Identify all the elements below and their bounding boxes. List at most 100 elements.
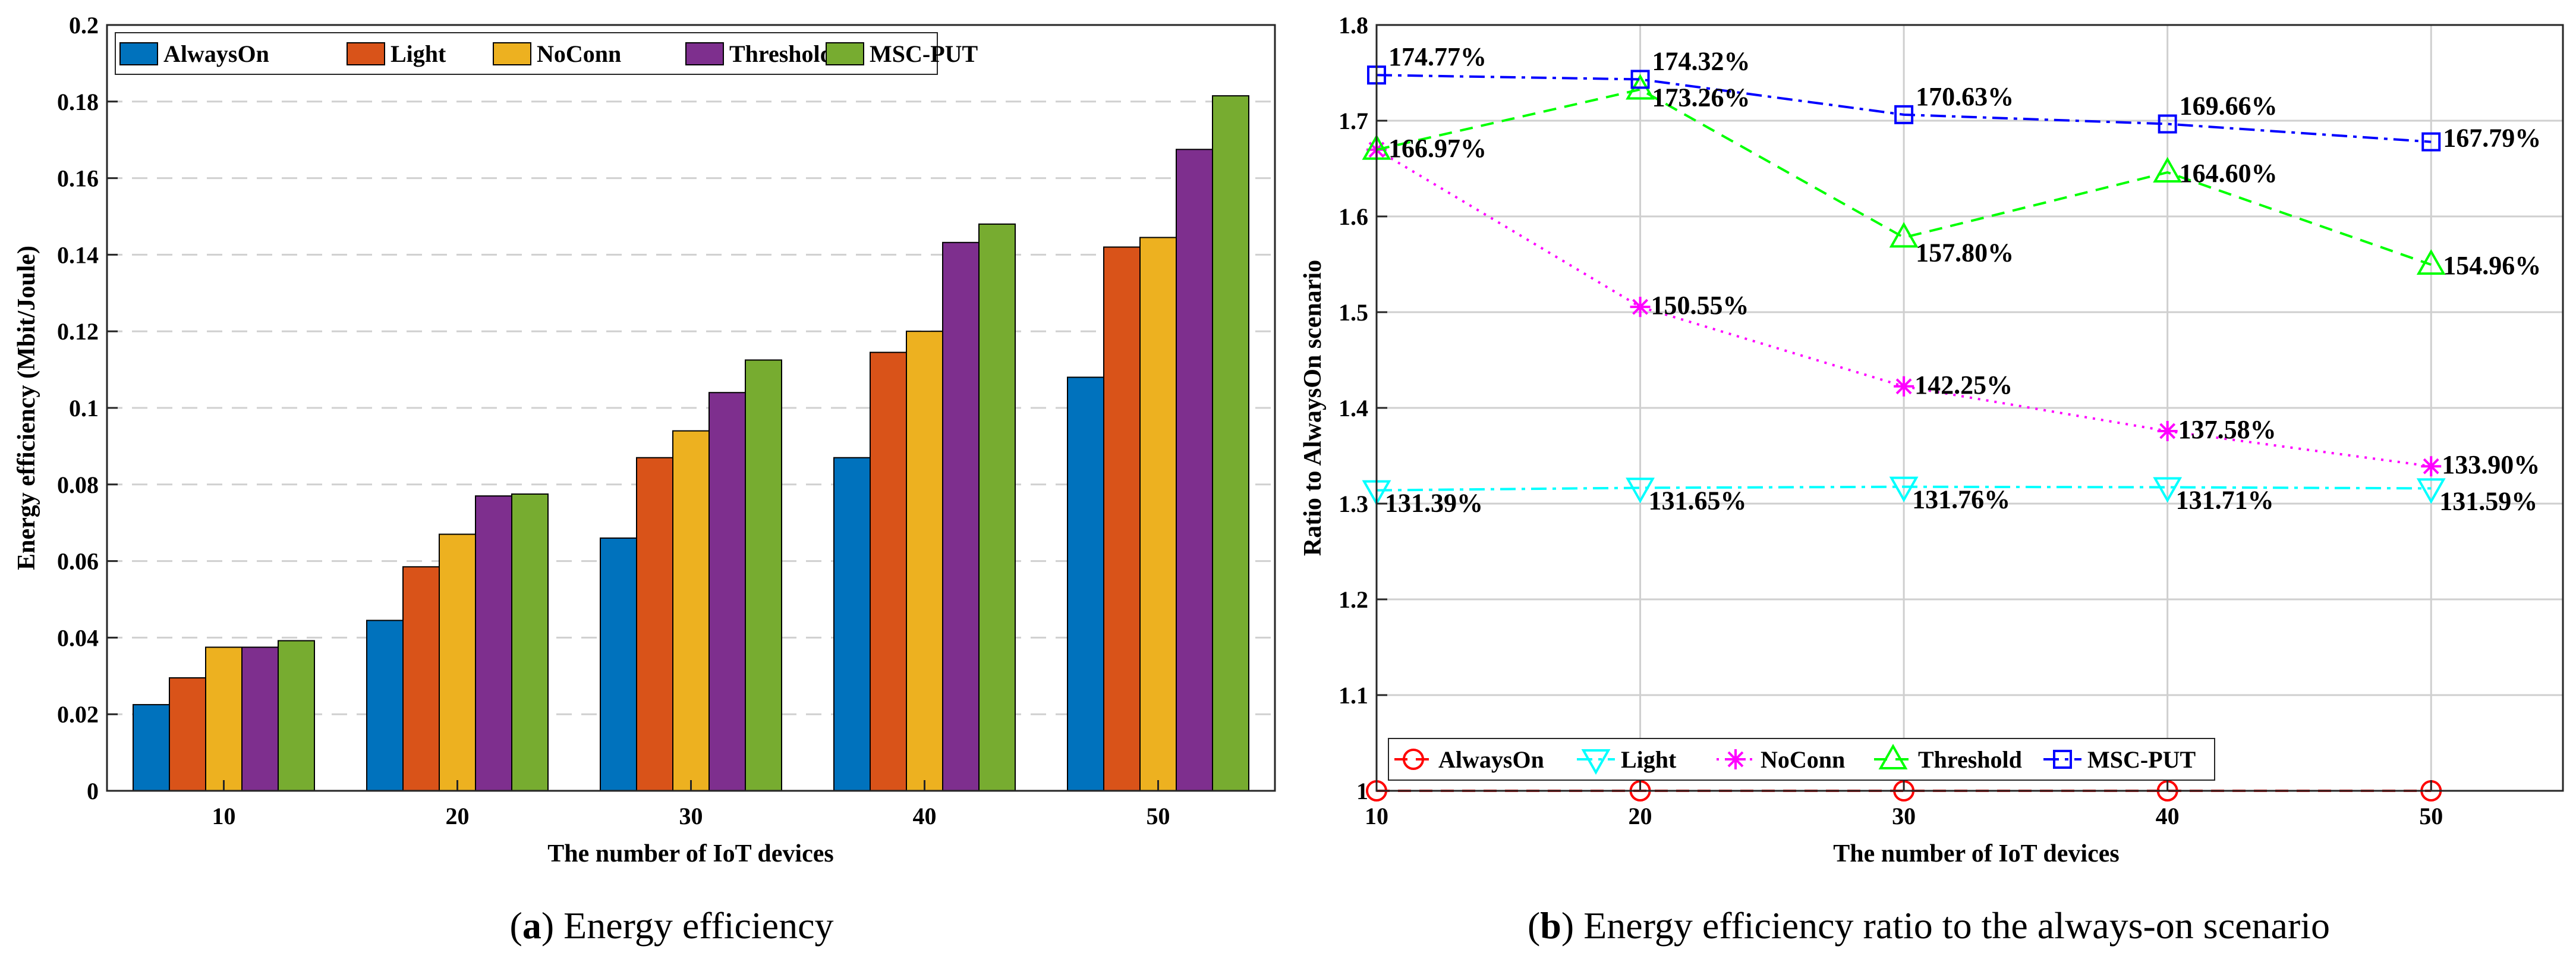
line-x-axis-label: The number of IoT devices (1833, 840, 2119, 868)
line-chart: 131.39% 131.65% 131.76% 131.71% 131.59% 166.9… (1299, 12, 2564, 868)
line-legend-marker (2053, 750, 2072, 769)
bar (366, 620, 404, 792)
asterisk-stroke (1632, 298, 1648, 315)
asterisk-stroke (1727, 751, 1744, 768)
data-label: 131.59% (2439, 486, 2537, 516)
line-legend-label: MSC-PUT (2087, 746, 2196, 773)
caption-b-letter: b (1540, 904, 1561, 947)
data-label: 137.58% (2178, 415, 2276, 444)
line-legend-marker (1403, 749, 1424, 770)
data-label: 174.77% (1388, 42, 1487, 71)
bar-legend-label: AlwaysOn (163, 40, 269, 67)
caption-b: (b) Energy efficiency ratio to the alway… (1528, 904, 2330, 947)
bar-y-axis-label: Energy efficiency (Mbit/Joule) (13, 246, 40, 570)
bar-y-tick-label: 0.18 (57, 89, 99, 115)
bar (708, 392, 746, 791)
asterisk-stroke (2423, 458, 2439, 474)
bar (475, 495, 512, 791)
bar-legend-swatch (347, 42, 385, 65)
bar-x-axis-label: The number of IoT devices (547, 840, 833, 868)
bar-x-tick-label: 10 (212, 803, 236, 829)
caption-a-text: Energy efficiency (554, 904, 833, 947)
bar (169, 677, 206, 792)
bar-x-tick-label: 20 (446, 803, 470, 829)
bar (833, 457, 871, 791)
bar (402, 566, 440, 791)
data-label: 166.97% (1388, 134, 1487, 163)
bar (1212, 95, 1249, 791)
data-label: 142.25% (1914, 370, 2013, 400)
line-y-tick-label: 1.6 (1339, 203, 1368, 230)
data-label: 174.32% (1652, 46, 1750, 76)
bar (1067, 376, 1104, 791)
line-legend-label: AlwaysOn (1438, 746, 1544, 773)
bar-y-tick-label: 0.1 (69, 395, 99, 422)
line-gridlines (1377, 25, 2563, 791)
line-legend-marker (1878, 743, 1908, 769)
bar-legend-swatch (826, 42, 864, 65)
line-y-tick-label: 1.2 (1339, 586, 1368, 613)
caption-a-letter: a (522, 904, 541, 947)
bar-legend-label: NoConn (537, 40, 621, 67)
line-y-axis-label: Ratio to AlwaysOn scenario (1299, 260, 1327, 556)
asterisk-stroke (1895, 378, 1912, 395)
caption-a: (a) Energy efficiency (510, 904, 834, 947)
bar (745, 359, 782, 791)
bar-y-tick-label: 0.04 (57, 624, 99, 651)
data-label: 170.63% (1916, 82, 2014, 111)
bar-legend-swatch (119, 42, 158, 65)
series-line (1376, 74, 2432, 143)
line-y-tick-label: 1.8 (1339, 12, 1368, 39)
line-legend-marker (1725, 749, 1746, 769)
bar-chart: 00.020.040.060.080.10.120.140.160.180.2 … (13, 12, 1276, 868)
bar (133, 704, 170, 791)
line-y-tick-label: 1.4 (1339, 395, 1368, 422)
bar-x-tick-label: 50 (1147, 803, 1170, 829)
line-legend-marker (1581, 749, 1611, 775)
asterisk-stroke (2159, 423, 2176, 439)
data-label: 131.65% (1649, 486, 1747, 515)
line-y-tick-label: 1.1 (1339, 682, 1368, 709)
bar (978, 223, 1016, 791)
bar (1103, 246, 1141, 791)
data-point-marker (2416, 478, 2446, 504)
data-point-marker (2421, 132, 2441, 152)
bar (942, 241, 980, 791)
bar-y-tick-label: 0.08 (57, 472, 99, 498)
bar-y-tick-label: 0.12 (57, 318, 99, 345)
bar (241, 646, 279, 791)
data-point-marker (1630, 297, 1651, 318)
line-legend-label: NoConn (1761, 746, 1845, 773)
bar-legend-label: Light (391, 40, 446, 67)
data-point-marker (2153, 156, 2183, 183)
line-x-ticks: 10 20 30 40 50 (1365, 780, 2443, 829)
bar-legend: AlwaysOn Light NoConn Threshold MSC-PUT (115, 32, 978, 75)
bar-series (133, 95, 1249, 792)
bar (511, 493, 549, 792)
data-label: 150.55% (1651, 291, 1749, 320)
bar-legend-swatch (685, 42, 724, 65)
bar (636, 457, 673, 791)
bar-y-tick-label: 0.02 (57, 701, 99, 728)
bar (906, 331, 943, 791)
line-y-ticks: 1 1.1 1.2 1.3 1.4 1.5 1.6 1.7 1.8 (1339, 12, 1387, 804)
line-x-tick-label: 40 (2156, 803, 2180, 829)
data-label: 173.26% (1652, 83, 1750, 112)
data-label: 154.96% (2443, 251, 2541, 280)
data-point-marker (2416, 249, 2446, 275)
data-point-marker (1630, 70, 1650, 89)
bar (278, 640, 315, 791)
bar-legend-label: Threshold (729, 40, 833, 67)
data-point-marker (1894, 105, 1914, 124)
data-label: 131.71% (2176, 485, 2274, 514)
data-point-marker (2153, 477, 2183, 503)
data-point-marker (1889, 476, 1919, 502)
line-x-tick-label: 50 (2419, 803, 2443, 829)
line-legend-label: Light (1621, 746, 1677, 773)
line-x-tick-label: 10 (1365, 803, 1388, 829)
data-point-marker (2421, 456, 2442, 477)
line-legend-label: Threshold (1918, 746, 2022, 773)
bar-y-tick-label: 0.2 (69, 12, 99, 39)
data-label: 169.66% (2180, 91, 2278, 120)
